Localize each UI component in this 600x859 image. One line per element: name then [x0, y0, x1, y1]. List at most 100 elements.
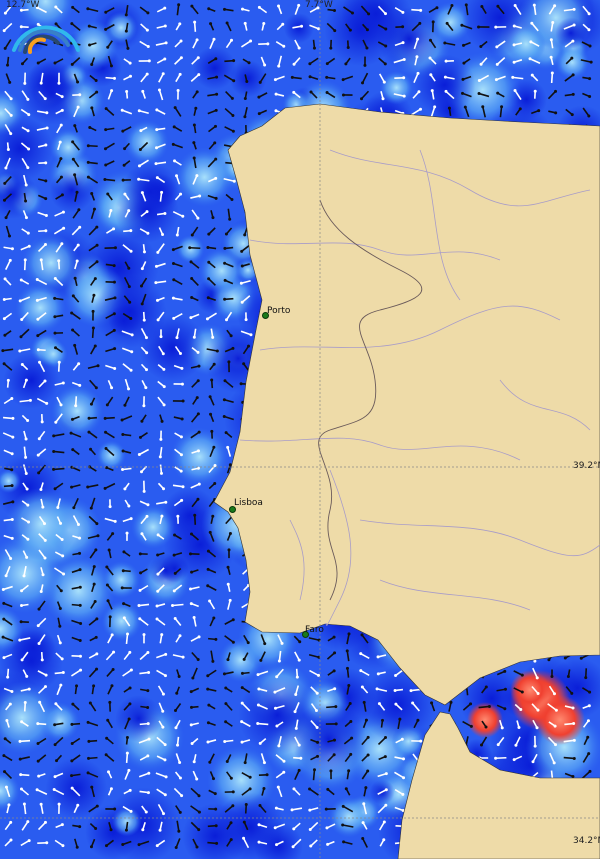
- current-arrow: [462, 58, 471, 65]
- current-arrow: [105, 76, 116, 80]
- current-arrow: [156, 311, 165, 322]
- current-arrow: [90, 600, 97, 609]
- current-arrow: [242, 652, 249, 661]
- current-arrow: [209, 412, 215, 423]
- current-arrow: [580, 59, 593, 64]
- current-arrow: [155, 617, 166, 626]
- current-arrow: [277, 650, 282, 663]
- current-arrow: [190, 295, 199, 302]
- current-arrow: [2, 601, 13, 608]
- current-arrow: [3, 517, 14, 522]
- current-arrow: [481, 720, 488, 729]
- current-arrow: [156, 533, 165, 540]
- current-arrow: [159, 414, 164, 423]
- current-arrow: [56, 516, 63, 525]
- current-arrow: [37, 110, 49, 115]
- current-arrow: [226, 771, 233, 780]
- current-arrow: [72, 551, 82, 556]
- current-arrow: [103, 177, 116, 182]
- current-arrow: [173, 416, 184, 421]
- current-arrow: [549, 38, 554, 49]
- current-arrow: [377, 772, 388, 778]
- current-arrow: [208, 463, 217, 474]
- current-arrow: [40, 652, 44, 662]
- current-arrow: [120, 108, 133, 115]
- current-arrow: [191, 449, 200, 454]
- current-arrow: [5, 702, 12, 711]
- city-marker-faro: [302, 631, 309, 638]
- current-arrow: [89, 548, 98, 559]
- current-arrow: [172, 210, 185, 218]
- current-arrow: [496, 736, 505, 747]
- current-arrow: [55, 193, 64, 200]
- current-arrow: [223, 379, 234, 388]
- current-arrow: [431, 20, 435, 33]
- current-arrow: [3, 330, 12, 337]
- current-arrow: [4, 467, 14, 472]
- current-arrow: [37, 211, 48, 218]
- current-arrow: [157, 685, 165, 696]
- current-arrow: [565, 56, 574, 65]
- current-arrow: [430, 105, 437, 118]
- current-arrow: [463, 105, 470, 118]
- current-arrow: [35, 6, 47, 14]
- current-arrow: [394, 702, 403, 711]
- current-arrow: [376, 654, 387, 659]
- current-arrow: [529, 40, 540, 47]
- current-arrow: [71, 328, 80, 337]
- current-arrow: [154, 161, 167, 166]
- current-arrow: [377, 24, 388, 31]
- current-arrow: [138, 737, 151, 744]
- current-arrow: [189, 602, 199, 608]
- current-arrow: [312, 768, 316, 781]
- current-arrow: [260, 753, 266, 765]
- speed-patch: [160, 554, 189, 583]
- current-arrow: [123, 58, 132, 65]
- current-arrow: [71, 225, 82, 236]
- current-arrow: [52, 433, 65, 438]
- current-arrow: [239, 279, 251, 285]
- current-arrow: [548, 4, 557, 15]
- current-arrow: [88, 667, 99, 678]
- current-arrow: [548, 685, 556, 696]
- current-arrow: [86, 771, 99, 778]
- current-arrow: [361, 72, 369, 85]
- current-arrow: [189, 687, 200, 694]
- current-arrow: [22, 378, 28, 389]
- current-arrow: [22, 550, 29, 559]
- current-arrow: [188, 246, 201, 250]
- current-arrow: [37, 464, 46, 475]
- current-arrow: [140, 261, 147, 271]
- current-arrow: [413, 37, 420, 50]
- current-arrow: [223, 246, 234, 250]
- current-arrow: [223, 7, 234, 12]
- current-arrow: [377, 803, 388, 814]
- current-arrow: [125, 632, 130, 645]
- current-arrow: [274, 806, 284, 811]
- current-arrow: [53, 276, 64, 287]
- current-arrow: [106, 192, 113, 201]
- current-arrow: [156, 584, 165, 593]
- current-arrow: [107, 770, 113, 779]
- current-arrow: [258, 42, 270, 46]
- current-arrow: [346, 632, 351, 645]
- current-arrow: [411, 739, 423, 743]
- rainbow-arc-logo: [12, 25, 80, 54]
- speed-patch: [104, 11, 138, 45]
- current-arrow: [326, 651, 337, 660]
- current-arrow: [244, 312, 248, 322]
- current-arrow: [19, 8, 29, 12]
- current-arrow: [380, 91, 385, 101]
- current-arrow: [174, 838, 181, 850]
- current-arrow: [290, 807, 303, 812]
- current-arrow: [88, 90, 99, 99]
- current-arrow: [156, 652, 168, 659]
- current-arrow: [3, 39, 12, 50]
- current-arrow: [206, 296, 216, 302]
- current-arrow: [139, 651, 150, 661]
- current-arrow: [346, 684, 351, 695]
- current-arrow: [57, 802, 61, 814]
- current-arrow: [71, 668, 83, 677]
- current-arrow: [154, 280, 167, 285]
